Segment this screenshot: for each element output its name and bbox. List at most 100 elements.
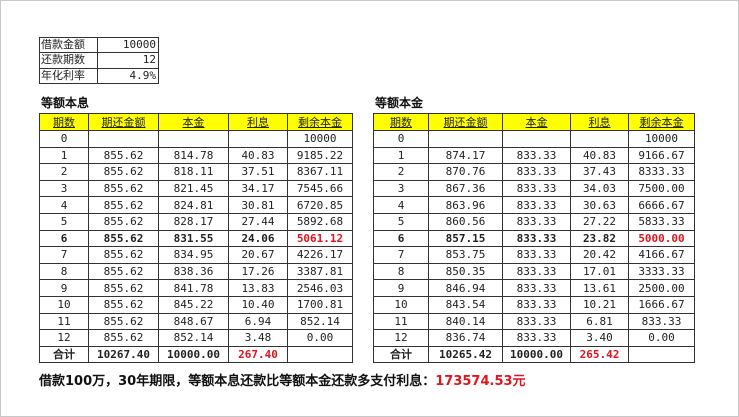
table-cell: 870.76 [428, 163, 503, 181]
table-cell: 843.54 [428, 295, 503, 314]
loan-info-table: 借款金额 10000 还款期数 12 年化利率 4.9% [39, 36, 159, 84]
table-cell [158, 130, 229, 148]
info-row: 还款期数 12 [39, 52, 159, 69]
table-cell: 6 [373, 229, 429, 248]
table-cell: 3 [39, 179, 89, 198]
table-row: 5 860.56 833.33 27.22 5833.33 [373, 212, 695, 231]
table-cell: 37.43 [570, 163, 629, 181]
table-cell: 840.14 [428, 312, 503, 331]
table-cell: 855.62 [88, 246, 159, 264]
table-cell: 11 [373, 312, 429, 331]
table-cell: 20.67 [228, 246, 288, 264]
table-cell: 833.33 [628, 312, 695, 331]
column-header: 剩余本金 [287, 113, 353, 131]
column-header: 期数 [39, 113, 89, 131]
table-cell: 6.81 [570, 312, 629, 331]
column-header: 期数 [373, 113, 429, 131]
table-cell: 8 [39, 262, 89, 281]
info-row: 借款金额 10000 [39, 36, 159, 54]
table-row: 6 855.62 831.55 24.06 5061.12 [39, 229, 353, 248]
table-cell: 24.06 [228, 229, 288, 248]
table-cell: 833.33 [502, 229, 571, 248]
table-cell: 5061.12 [287, 229, 353, 248]
table-cell: 3387.81 [287, 262, 353, 281]
info-value: 12 [97, 52, 159, 69]
info-label: 还款期数 [39, 52, 98, 69]
table-row: 10 855.62 845.22 10.40 1700.81 [39, 295, 353, 314]
table-cell [570, 130, 629, 148]
table-row: 8 855.62 838.36 17.26 3387.81 [39, 262, 353, 281]
column-header: 剩余本金 [628, 113, 695, 131]
table-cell: 855.62 [88, 329, 159, 347]
table-cell: 20.42 [570, 246, 629, 264]
table-cell: 2 [373, 163, 429, 181]
table-row: 0 10000 [373, 130, 695, 148]
table-cell: 17.01 [570, 262, 629, 281]
table-cell: 5 [373, 212, 429, 231]
equal-installment-title: 等额本息 [41, 96, 90, 110]
table-cell: 841.78 [158, 279, 229, 297]
table-row: 11 840.14 833.33 6.81 833.33 [373, 312, 695, 331]
table-cell: 833.33 [502, 246, 571, 264]
table-cell: 8 [373, 262, 429, 281]
table-cell: 8367.11 [287, 163, 353, 181]
header-row: 期数 期还金额 本金 利息 剩余本金 [39, 113, 353, 131]
table-row: 6 857.15 833.33 23.82 5000.00 [373, 229, 695, 248]
total-cell: 合计 [39, 345, 89, 364]
table-cell: 855.62 [88, 262, 159, 281]
table-cell [88, 130, 159, 148]
total-cell [287, 345, 353, 364]
table-cell: 10 [373, 295, 429, 314]
total-cell: 10267.40 [88, 345, 159, 364]
table-row: 2 855.62 818.11 37.51 8367.11 [39, 163, 353, 181]
table-cell: 824.81 [158, 196, 229, 214]
table-cell: 855.62 [88, 279, 159, 297]
header-row: 期数 期还金额 本金 利息 剩余本金 [373, 113, 695, 131]
table-cell: 4 [39, 196, 89, 214]
total-cell: 265.42 [570, 345, 629, 364]
table-cell: 2500.00 [628, 279, 695, 297]
table-cell: 1 [373, 146, 429, 165]
table-cell: 30.81 [228, 196, 288, 214]
table-cell: 834.95 [158, 246, 229, 264]
info-value: 4.9% [97, 67, 159, 84]
table-row: 9 855.62 841.78 13.83 2546.03 [39, 279, 353, 297]
table-cell: 833.33 [502, 312, 571, 331]
table-cell: 27.44 [228, 212, 288, 231]
column-header: 期还金额 [428, 113, 503, 131]
info-label: 借款金额 [39, 36, 98, 54]
table-cell: 37.51 [228, 163, 288, 181]
table-cell: 0.00 [628, 329, 695, 347]
table-row: 10 843.54 833.33 10.21 1666.67 [373, 295, 695, 314]
column-header: 期还金额 [88, 113, 159, 131]
table-cell: 857.15 [428, 229, 503, 248]
table-cell: 2 [39, 163, 89, 181]
table-cell: 7545.66 [287, 179, 353, 198]
table-cell: 10.21 [570, 295, 629, 314]
table-cell: 8333.33 [628, 163, 695, 181]
table-cell: 5 [39, 212, 89, 231]
column-header: 利息 [228, 113, 288, 131]
info-row: 年化利率 4.9% [39, 67, 159, 84]
table-cell: 10000 [287, 130, 353, 148]
table-row: 12 836.74 833.33 3.40 0.00 [373, 329, 695, 347]
table-cell: 3.40 [570, 329, 629, 347]
total-row: 合计 10265.42 10000.00 265.42 [373, 345, 695, 364]
table-cell: 5892.68 [287, 212, 353, 231]
total-cell: 10000.00 [502, 345, 571, 364]
table-cell: 833.33 [502, 146, 571, 165]
table-cell: 860.56 [428, 212, 503, 231]
table-row: 1 855.62 814.78 40.83 9185.22 [39, 146, 353, 165]
table-cell: 34.03 [570, 179, 629, 198]
table-cell: 3.48 [228, 329, 288, 347]
table-cell: 863.96 [428, 196, 503, 214]
table-cell: 9 [39, 279, 89, 297]
table-cell: 5833.33 [628, 212, 695, 231]
summary-label: 借款100万，30年期限，等额本息还款比等额本金还款多支付利息： [39, 374, 436, 389]
table-cell: 852.14 [158, 329, 229, 347]
column-header: 本金 [502, 113, 571, 131]
table-cell: 6.94 [228, 312, 288, 331]
table-cell: 867.36 [428, 179, 503, 198]
table-cell [228, 130, 288, 148]
table-cell [428, 130, 503, 148]
